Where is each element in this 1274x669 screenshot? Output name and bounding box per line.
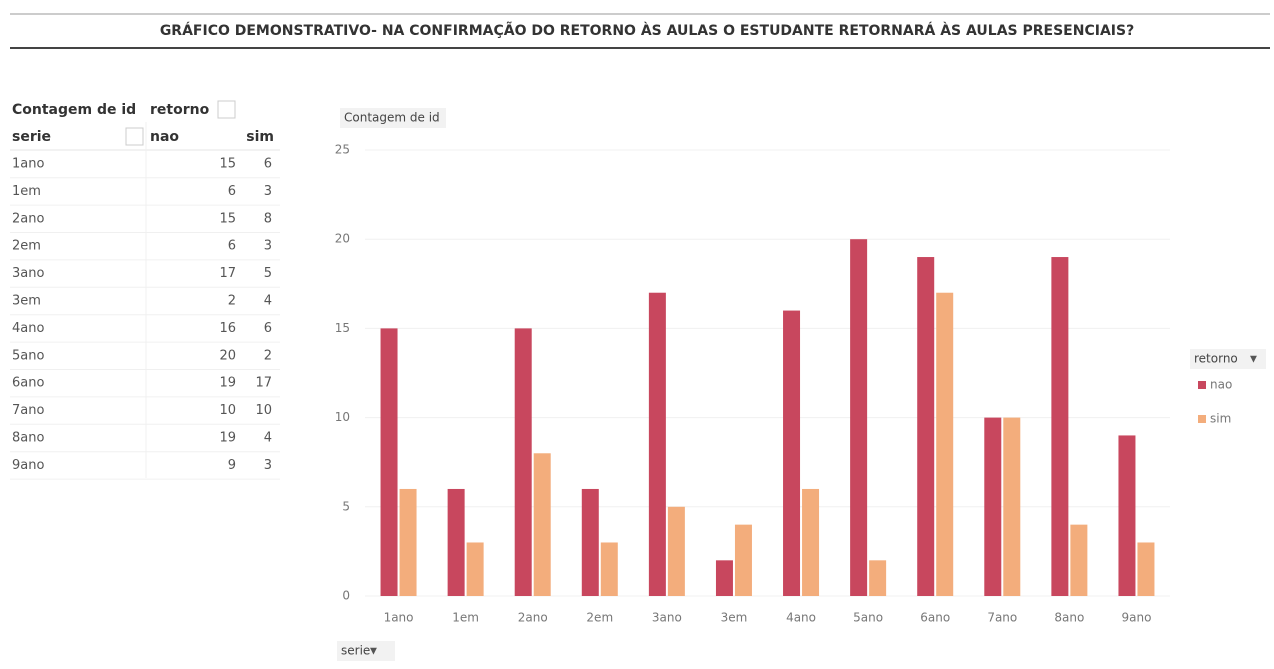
legend-swatch xyxy=(1198,381,1206,389)
y-tick-label: 10 xyxy=(335,410,350,424)
bar xyxy=(399,488,417,596)
cell: 2 xyxy=(264,348,272,363)
bar xyxy=(1003,417,1021,596)
cell: 4 xyxy=(264,294,272,309)
y-tick-label: 25 xyxy=(335,143,350,157)
filter-button[interactable] xyxy=(217,100,236,119)
row-label: 3em xyxy=(12,294,41,309)
bar xyxy=(667,506,685,596)
bar xyxy=(380,328,398,596)
cell: 10 xyxy=(255,403,272,418)
cell: 8 xyxy=(264,211,272,226)
y-tick-label: 20 xyxy=(335,232,350,246)
x-tick-label: 9ano xyxy=(1121,611,1151,625)
cell: 9 xyxy=(228,458,236,473)
cell: 15 xyxy=(219,211,236,226)
column-field: retorno xyxy=(150,102,210,118)
bar xyxy=(1051,257,1069,596)
cell: 17 xyxy=(255,376,272,391)
x-tick-label: 1em xyxy=(452,611,479,625)
bar xyxy=(600,542,618,596)
row-label: 2em xyxy=(12,239,41,254)
bar xyxy=(447,488,465,596)
cell: 19 xyxy=(219,376,236,391)
row-label: 4ano xyxy=(12,321,44,336)
title: GRÁFICO DEMONSTRATIVO- NA CONFIRMAÇÃO DO… xyxy=(160,22,1134,39)
legend-label: nao xyxy=(1210,378,1232,392)
cell: 20 xyxy=(219,348,236,363)
x-tick-label: 3em xyxy=(721,611,748,625)
x-field-label: serie xyxy=(341,644,370,658)
row-field: serie xyxy=(12,129,51,145)
x-tick-label: 1ano xyxy=(384,611,414,625)
cell: 6 xyxy=(228,239,236,254)
cell: 3 xyxy=(264,239,272,254)
cell: 3 xyxy=(264,184,272,199)
row-label: 9ano xyxy=(12,458,44,473)
dropdown-arrow: ▼ xyxy=(1250,355,1257,365)
axis-field-button[interactable] xyxy=(337,641,395,661)
cell: 17 xyxy=(219,266,236,281)
x-tick-label: 3ano xyxy=(652,611,682,625)
axis-field-button[interactable] xyxy=(340,108,446,128)
cell: 10 xyxy=(219,403,236,418)
cell: 16 xyxy=(219,321,236,336)
row-label: 7ano xyxy=(12,403,44,418)
bar xyxy=(869,560,887,596)
row-label: 6ano xyxy=(12,376,44,391)
cell: 6 xyxy=(264,321,272,336)
bar xyxy=(1118,435,1136,596)
x-tick-label: 2ano xyxy=(518,611,548,625)
y-tick-label: 5 xyxy=(342,499,350,513)
row-label: 5ano xyxy=(12,348,44,363)
y-axis-title: Contagem de id xyxy=(344,111,440,125)
dropdown-arrow: ▼ xyxy=(370,647,377,657)
legend-title: retorno xyxy=(1194,352,1238,366)
row-label: 1ano xyxy=(12,157,44,172)
bar xyxy=(917,257,935,596)
bar xyxy=(514,328,532,596)
filter-button[interactable] xyxy=(125,127,144,146)
cell: 6 xyxy=(228,184,236,199)
bar xyxy=(1137,542,1155,596)
cell: 15 xyxy=(219,157,236,172)
bar xyxy=(533,453,551,596)
bar xyxy=(648,292,666,596)
cell: 2 xyxy=(228,294,236,309)
bar xyxy=(715,560,733,596)
legend-field-button[interactable] xyxy=(1190,349,1266,369)
legend-label: sim xyxy=(1210,412,1231,426)
bar xyxy=(802,488,820,596)
cell: 19 xyxy=(219,431,236,446)
bar xyxy=(936,292,954,596)
bar xyxy=(581,488,599,596)
bar xyxy=(783,310,801,596)
y-tick-label: 0 xyxy=(342,589,350,603)
row-label: 2ano xyxy=(12,211,44,226)
x-tick-label: 8ano xyxy=(1054,611,1084,625)
row-label: 3ano xyxy=(12,266,44,281)
x-tick-label: 6ano xyxy=(920,611,950,625)
x-tick-label: 4ano xyxy=(786,611,816,625)
x-tick-label: 7ano xyxy=(987,611,1017,625)
x-tick-label: 5ano xyxy=(853,611,883,625)
cell: 4 xyxy=(264,431,272,446)
table-corner: Contagem de id xyxy=(12,102,136,118)
x-tick-label: 2em xyxy=(586,611,613,625)
cell: 3 xyxy=(264,458,272,473)
legend-swatch xyxy=(1198,415,1206,423)
bar xyxy=(1070,524,1088,596)
row-label: 8ano xyxy=(12,431,44,446)
bar xyxy=(734,524,752,596)
column-header: nao xyxy=(150,129,179,145)
column-header: sim xyxy=(246,129,274,145)
bar xyxy=(850,239,868,596)
y-tick-label: 15 xyxy=(335,321,350,335)
bar xyxy=(984,417,1002,596)
row-label: 1em xyxy=(12,184,41,199)
cell: 6 xyxy=(264,157,272,172)
bar xyxy=(466,542,484,596)
cell: 5 xyxy=(264,266,272,281)
